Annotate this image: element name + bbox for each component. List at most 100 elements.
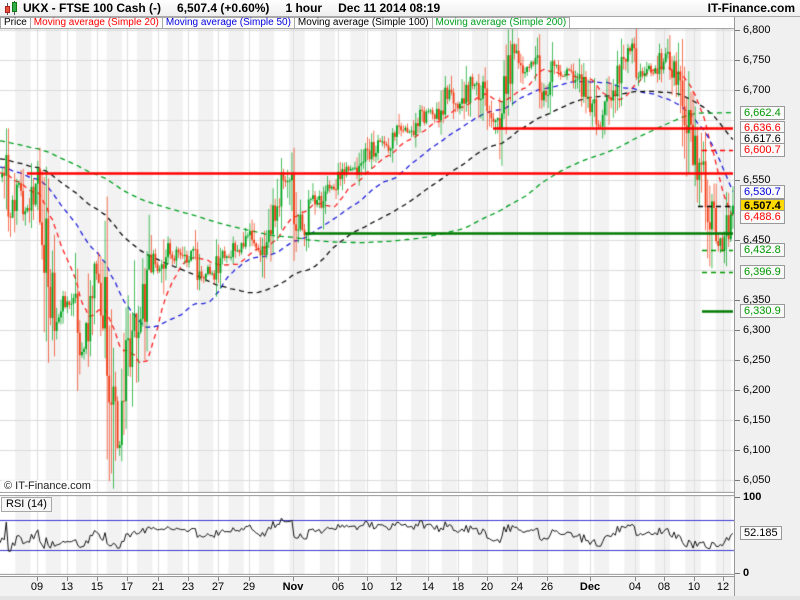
time-axis-tick: 10: [360, 581, 374, 593]
bottom-filler: [0, 596, 800, 600]
axis-tick-mark: [735, 480, 740, 481]
time-axis-tick: Nov: [282, 581, 304, 593]
price-axis-tick: 6,750: [743, 54, 771, 66]
legend-item-ma100[interactable]: Moving average (Simple 100): [293, 17, 433, 29]
candlestick-chart-icon: [3, 1, 19, 15]
last-quote: 6,507.4 (+0.60%): [177, 1, 270, 15]
axis-tick-mark: [249, 577, 250, 581]
axis-tick-mark: [590, 577, 591, 581]
time-axis-tick: 21: [151, 581, 165, 593]
axis-tick-mark: [735, 420, 740, 421]
axis-tick-mark: [735, 360, 740, 361]
axis-tick-mark: [67, 577, 68, 581]
time-axis-tick: 15: [90, 581, 104, 593]
axis-tick-mark: [735, 300, 740, 301]
price-level-marker: 6,636.6: [740, 121, 785, 136]
rsi-chart-canvas[interactable]: [0, 495, 734, 575]
axis-tick-mark: [635, 577, 636, 581]
axis-tick-mark: [694, 577, 695, 581]
time-axis-tick: 26: [540, 581, 554, 593]
instrument-title: UKX - FTSE 100 Cash (-): [23, 1, 162, 15]
last-price-marker: 6,507.4: [740, 198, 785, 213]
timeframe-label: 1 hour: [285, 1, 323, 15]
axis-tick-mark: [735, 90, 740, 91]
time-axis-tick: 23: [181, 581, 195, 593]
axis-tick-mark: [458, 577, 459, 581]
axis-tick-mark: [487, 577, 488, 581]
axis-tick-mark: [735, 390, 740, 391]
price-chart-canvas[interactable]: [0, 28, 734, 493]
axis-tick-mark: [396, 577, 397, 581]
axis-tick-mark: [735, 573, 740, 574]
rsi-axis-tick: 0: [743, 567, 750, 579]
quote-datetime: Dec 11 2014 08:19: [338, 1, 441, 15]
time-axis-tick: 13: [60, 581, 74, 593]
price-level-marker: 6,662.4: [740, 105, 785, 120]
price-axis-tick: 6,050: [743, 474, 771, 486]
price-level-marker: 6,432.8: [740, 243, 785, 258]
axis-tick-mark: [664, 577, 665, 581]
axis-tick-mark: [735, 180, 740, 181]
time-axis-tick: 04: [628, 581, 642, 593]
axis-tick-mark: [547, 577, 548, 581]
price-axis-tick: 6,800: [743, 24, 771, 36]
price-axis-tick: 6,550: [743, 174, 771, 186]
legend-item-price[interactable]: Price: [0, 17, 31, 29]
brand-label: IT-Finance.com: [707, 1, 795, 15]
axis-tick-mark: [37, 577, 38, 581]
legend-item-ma20[interactable]: Moving average (Simple 20): [29, 17, 163, 29]
price-axis[interactable]: 6,800 6,750 6,700 6,550 6,450 6,350 6,300 6,250…: [734, 17, 800, 596]
time-axis-tick: 17: [120, 581, 134, 593]
price-axis-tick: 6,350: [743, 294, 771, 306]
rsi-indicator-label[interactable]: RSI (14): [1, 497, 52, 512]
time-axis-tick: 12: [389, 581, 403, 593]
time-axis-tick: 27: [211, 581, 225, 593]
time-axis-tick: 24: [510, 581, 524, 593]
time-axis-tick: 14: [421, 581, 435, 593]
price-level-marker: 6,530.7: [740, 184, 785, 199]
price-axis-tick: 6,250: [743, 354, 771, 366]
axis-tick-mark: [127, 577, 128, 581]
axis-tick-mark: [735, 330, 740, 331]
axis-tick-mark: [338, 577, 339, 581]
price-axis-tick: 6,700: [743, 84, 771, 96]
price-axis-tick: 6,200: [743, 384, 771, 396]
legend-item-ma200[interactable]: Moving average (Simple 200): [431, 17, 571, 29]
copyright-watermark: © IT-Finance.com: [2, 480, 93, 492]
axis-tick-mark: [293, 577, 294, 581]
time-axis[interactable]: 09 13 15 17 21 23 27 29 Nov 06 10 12 14 18 20 24 26 Dec 04…: [0, 576, 734, 596]
time-axis-tick: 10: [687, 581, 701, 593]
axis-tick-mark: [735, 60, 740, 61]
axis-tick-mark: [723, 577, 724, 581]
rsi-value-marker: 52.185: [740, 526, 782, 541]
time-axis-tick: Dec: [579, 581, 601, 593]
title-bar: UKX - FTSE 100 Cash (-) 6,507.4 (+0.60%)…: [0, 0, 800, 17]
time-axis-tick: 18: [451, 581, 465, 593]
axis-tick-mark: [735, 497, 740, 498]
indicator-legend-bar: Price Moving average (Simple 20) Moving av…: [0, 17, 571, 29]
price-axis-tick: 6,150: [743, 414, 771, 426]
time-axis-tick: 06: [331, 581, 345, 593]
time-axis-tick: 29: [242, 581, 256, 593]
axis-tick-mark: [367, 577, 368, 581]
legend-item-ma50[interactable]: Moving average (Simple 50): [161, 17, 295, 29]
axis-tick-mark: [188, 577, 189, 581]
axis-tick-mark: [735, 450, 740, 451]
price-level-marker: 6,330.9: [740, 304, 785, 319]
axis-tick-mark: [158, 577, 159, 581]
axis-tick-mark: [735, 240, 740, 241]
time-axis-tick: 12: [716, 581, 730, 593]
axis-tick-mark: [97, 577, 98, 581]
price-level-marker: 6,396.9: [740, 264, 785, 279]
price-level-marker: 6,600.7: [740, 142, 785, 157]
time-axis-tick: 20: [480, 581, 494, 593]
price-level-marker: 6,488.6: [740, 209, 785, 224]
price-axis-tick: 6,450: [743, 234, 771, 246]
axis-tick-mark: [517, 577, 518, 581]
axis-tick-mark: [735, 30, 740, 31]
time-axis-tick: 08: [657, 581, 671, 593]
axis-tick-mark: [218, 577, 219, 581]
rsi-axis-tick: 100: [743, 491, 762, 503]
price-axis-tick: 6,100: [743, 444, 771, 456]
